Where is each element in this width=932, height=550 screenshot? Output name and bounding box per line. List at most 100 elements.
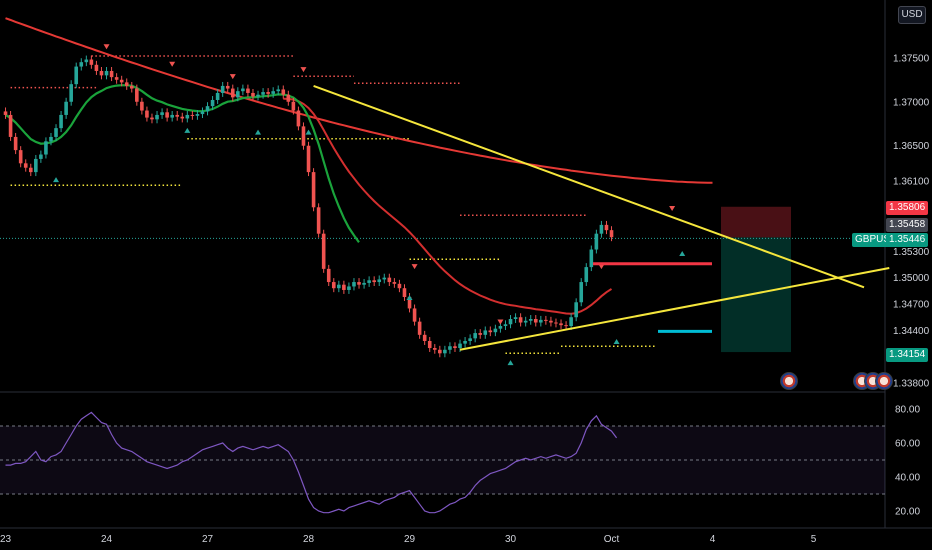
price-tick-label: 1.37000 xyxy=(893,97,930,108)
candle-body xyxy=(311,172,316,208)
candle-body xyxy=(124,82,129,86)
candle-body xyxy=(463,340,467,344)
candle-body xyxy=(549,320,553,323)
candle-body xyxy=(342,284,346,290)
time-tick-label: 4 xyxy=(710,534,716,545)
candle-body xyxy=(13,136,18,151)
candle-body xyxy=(362,282,366,285)
candle-body xyxy=(276,89,281,92)
target-price-tag: 1.34154 xyxy=(886,348,929,362)
candle-body xyxy=(3,111,8,115)
candle-body xyxy=(84,59,89,63)
candle-body xyxy=(372,280,376,283)
candle-body xyxy=(54,128,58,137)
ema-mid-line xyxy=(283,97,613,315)
candle-body xyxy=(104,70,109,76)
candle-body xyxy=(448,346,452,350)
candle-body xyxy=(316,207,321,234)
rsi-tick-label: 60.00 xyxy=(895,439,920,450)
candle-body xyxy=(443,349,447,354)
candle-body xyxy=(135,88,139,102)
candle-body xyxy=(8,114,13,137)
stop-price-tag: 1.35806 xyxy=(886,201,929,215)
candle-body xyxy=(74,66,79,85)
candle-body xyxy=(200,111,205,115)
candle-body xyxy=(18,150,23,164)
candle-body xyxy=(170,114,174,118)
candle-body xyxy=(306,145,311,173)
candle-body xyxy=(584,267,589,283)
candle-body xyxy=(59,114,63,129)
candle-body xyxy=(165,112,169,118)
candle-body xyxy=(140,101,144,111)
candle-body xyxy=(387,277,392,283)
candle-body xyxy=(337,284,341,289)
fractal-high-marker xyxy=(598,264,605,270)
uk-flag-icon[interactable] xyxy=(780,372,798,390)
rsi-band xyxy=(0,426,885,494)
candle-body xyxy=(412,308,417,322)
candle-body xyxy=(579,282,584,303)
entry-price-tag: 1.35458 xyxy=(886,218,929,232)
candle-body xyxy=(473,333,477,339)
candle-body xyxy=(69,84,73,102)
candle-body xyxy=(241,88,245,92)
candle-body xyxy=(281,89,286,95)
candle-body xyxy=(488,330,493,333)
candle-body xyxy=(518,317,523,323)
candle-body xyxy=(432,348,437,350)
candle-body xyxy=(225,85,230,89)
fractal-low-marker xyxy=(305,129,312,135)
candle-body xyxy=(215,92,220,100)
candle-body xyxy=(99,70,104,76)
candle-body xyxy=(402,288,407,298)
candle-body xyxy=(236,91,240,98)
candle-body xyxy=(89,59,94,65)
candle-body xyxy=(508,318,513,325)
candle-body xyxy=(109,70,114,78)
candle-body xyxy=(220,85,225,93)
candle-body xyxy=(407,297,412,309)
candle-body xyxy=(195,114,200,116)
fractal-low-marker xyxy=(184,127,191,133)
position-reward-zone xyxy=(721,237,791,353)
candle-body xyxy=(185,114,190,119)
price-tick-label: 1.34400 xyxy=(893,326,930,337)
candle-body xyxy=(261,92,265,95)
candle-body xyxy=(533,318,538,323)
lower-trendline xyxy=(459,267,890,351)
candle-body xyxy=(609,230,614,238)
candle-body xyxy=(256,94,260,97)
candle-body xyxy=(352,282,356,287)
candle-body xyxy=(427,340,432,349)
currency-button[interactable]: USD xyxy=(898,6,926,24)
candle-body xyxy=(119,79,124,83)
candle-body xyxy=(145,110,149,118)
rsi-line xyxy=(5,411,618,514)
fractal-low-marker xyxy=(507,360,514,366)
price-tick-label: 1.34700 xyxy=(893,300,930,311)
price-tick-label: 1.35300 xyxy=(893,247,930,258)
time-tick-label: Oct xyxy=(604,534,620,545)
fractal-low-marker xyxy=(679,251,686,257)
candle-body xyxy=(564,325,568,327)
time-tick-label: 24 xyxy=(101,534,113,545)
candle-body xyxy=(392,282,397,284)
fractal-high-marker xyxy=(497,319,504,325)
candle-body xyxy=(331,282,336,289)
candle-body xyxy=(79,62,84,67)
fractal-high-marker xyxy=(169,61,176,67)
candle-body xyxy=(559,323,563,326)
rsi-tick-label: 20.00 xyxy=(895,507,920,518)
candle-body xyxy=(483,330,488,335)
candle-body xyxy=(64,101,68,115)
candle-body xyxy=(478,333,483,335)
candle-body xyxy=(39,154,43,159)
candle-body xyxy=(498,326,503,329)
candle-body xyxy=(321,233,326,269)
price-tick-label: 1.35000 xyxy=(893,273,930,284)
candle-body xyxy=(34,158,38,173)
time-tick-label: 30 xyxy=(505,534,517,545)
uk-flag-icon[interactable] xyxy=(875,372,893,390)
